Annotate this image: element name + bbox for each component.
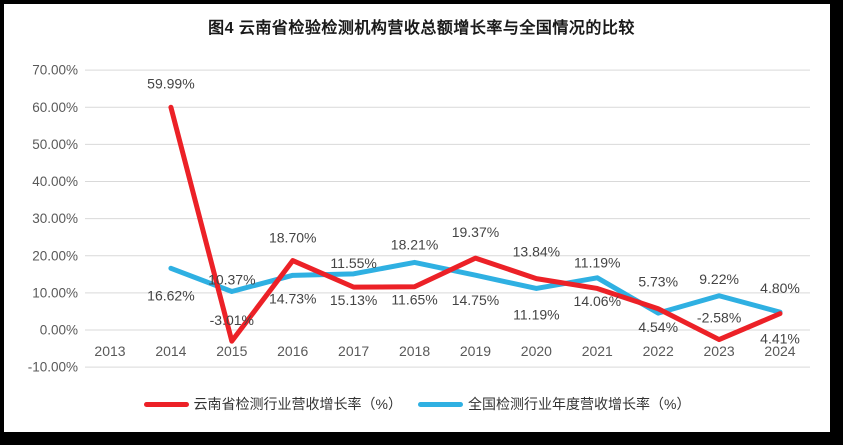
- y-tick-label: 40.00%: [32, 174, 78, 189]
- legend-label-yunnan: 云南省检测行业营收增长率（%）: [193, 396, 402, 412]
- data-label-series0: 10.37%: [208, 272, 255, 288]
- x-tick-label: 2024: [764, 343, 795, 359]
- x-tick-label: 2015: [216, 343, 247, 359]
- x-tick-label: 2020: [521, 343, 552, 359]
- y-tick-label: -10.00%: [28, 360, 78, 375]
- data-label-series1: 4.41%: [760, 331, 800, 347]
- data-label-series0: 18.21%: [391, 236, 438, 252]
- data-label-series1: 19.37%: [452, 224, 499, 240]
- data-label-series1: -2.58%: [697, 310, 741, 326]
- data-label-series1: -3.01%: [210, 312, 254, 328]
- legend-swatch-yunnan-line-icon: [143, 401, 189, 407]
- x-tick-label: 2016: [277, 343, 308, 359]
- legend: 云南省检测行业营收增长率（%） 全国检测行业年度营收增长率（%）: [4, 394, 830, 414]
- y-tick-label: 10.00%: [32, 285, 78, 300]
- y-tick-label: 0.00%: [40, 323, 78, 338]
- data-label-series0: 4.54%: [638, 319, 678, 335]
- x-tick-label: 2019: [460, 343, 491, 359]
- y-tick-label: 30.00%: [32, 211, 78, 226]
- data-label-series1: 13.84%: [513, 244, 560, 260]
- data-label-series0: 4.80%: [760, 280, 800, 296]
- legend-item-national: 全国检测行业年度营收增长率（%）: [418, 394, 690, 414]
- x-tick-label: 2014: [155, 343, 186, 359]
- y-tick-label: 70.00%: [32, 63, 78, 78]
- x-tick-label: 2017: [338, 343, 369, 359]
- data-label-series1: 5.73%: [638, 274, 678, 290]
- data-label-series0: 14.75%: [452, 292, 499, 308]
- x-tick-label: 2021: [582, 343, 613, 359]
- x-tick-label: 2022: [643, 343, 674, 359]
- data-label-series0: 9.22%: [699, 271, 739, 287]
- data-label-series1: 18.70%: [269, 230, 316, 246]
- y-tick-label: 50.00%: [32, 137, 78, 152]
- series-line-0: [168, 259, 783, 316]
- data-label-series0: 11.19%: [513, 306, 559, 322]
- data-label-series0: 14.73%: [269, 290, 316, 306]
- legend-swatch-national-line-icon: [418, 401, 463, 407]
- y-tick-label: 60.00%: [32, 100, 78, 115]
- data-label-series0: 14.06%: [574, 293, 621, 309]
- chart-title: 图4 云南省检验检测机构营收总额增长率与全国情况的比较: [208, 20, 635, 37]
- x-tick-label: 2018: [399, 343, 430, 359]
- x-tick-label: 2023: [704, 343, 735, 359]
- plot-background: [4, 4, 830, 432]
- data-label-series1: 59.99%: [147, 75, 194, 91]
- data-label-series0: 16.62%: [147, 287, 194, 303]
- data-label-series1: 11.55%: [330, 255, 376, 271]
- y-tick-label: 20.00%: [32, 248, 78, 263]
- series-line-1: [168, 104, 783, 344]
- legend-item-yunnan: 云南省检测行业营收增长率（%）: [143, 394, 402, 414]
- data-label-series1: 11.65%: [391, 292, 437, 308]
- data-label-series0: 15.13%: [330, 292, 377, 308]
- legend-label-national: 全国检测行业年度营收增长率（%）: [468, 396, 691, 412]
- data-label-series1: 11.19%: [574, 254, 620, 270]
- x-tick-label: 2013: [94, 343, 125, 359]
